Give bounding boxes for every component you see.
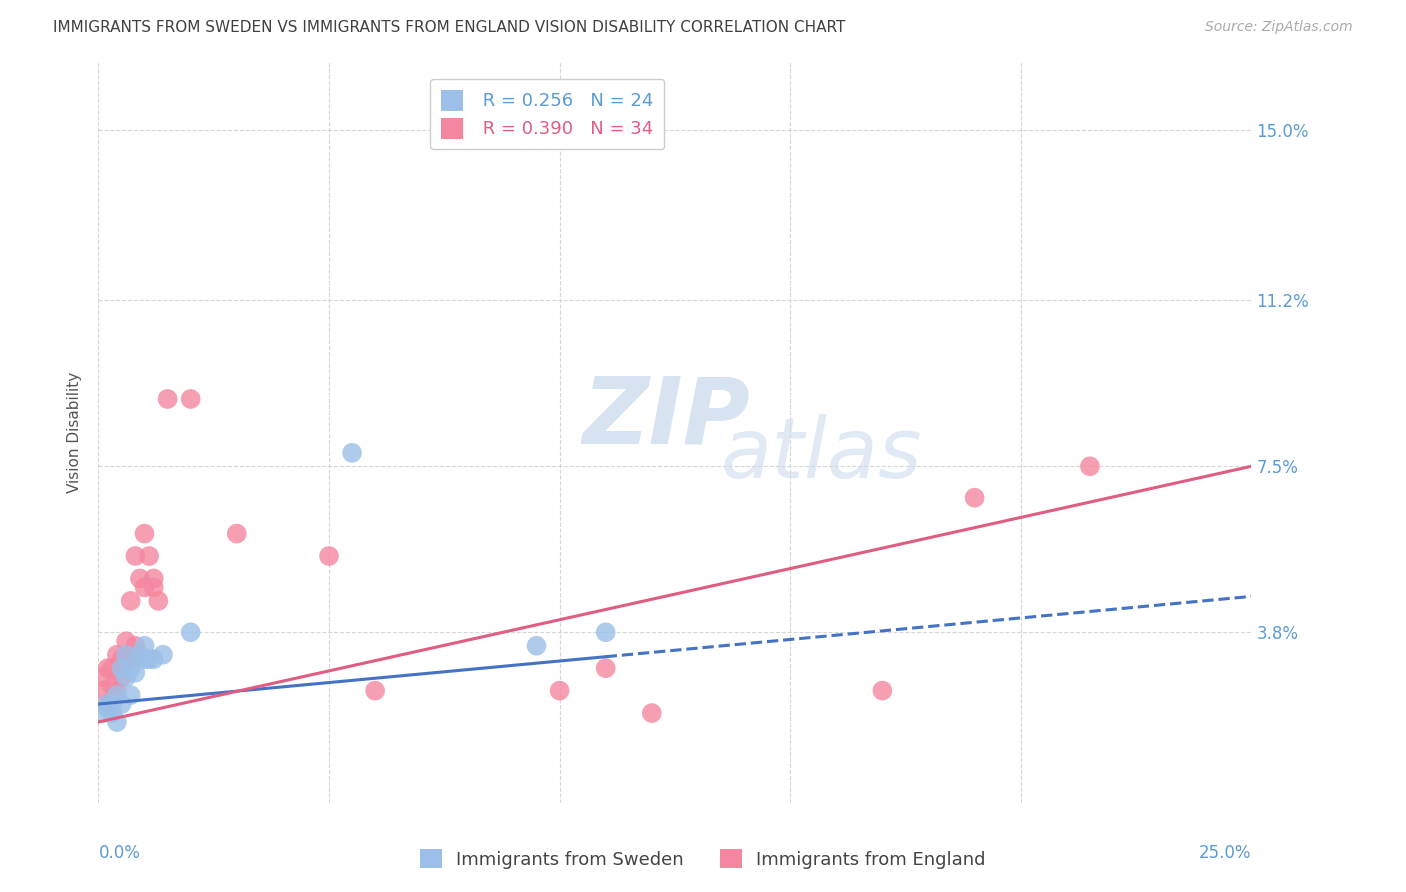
- Point: [124, 665, 146, 680]
- Point: [101, 706, 124, 720]
- Point: [105, 714, 128, 729]
- Point: [115, 648, 138, 662]
- Point: [105, 648, 128, 662]
- Text: IMMIGRANTS FROM SWEDEN VS IMMIGRANTS FROM ENGLAND VISION DISABILITY CORRELATION : IMMIGRANTS FROM SWEDEN VS IMMIGRANTS FRO…: [53, 20, 846, 35]
- Point: [138, 652, 160, 666]
- Point: [134, 526, 156, 541]
- Point: [142, 652, 165, 666]
- Point: [129, 571, 152, 585]
- Point: [340, 446, 363, 460]
- Point: [152, 648, 174, 662]
- Point: [180, 392, 202, 406]
- Point: [180, 625, 202, 640]
- Point: [548, 683, 571, 698]
- Point: [110, 670, 132, 684]
- Point: [91, 706, 114, 720]
- Point: [101, 661, 124, 675]
- Point: [101, 679, 124, 693]
- Point: [225, 526, 247, 541]
- Point: [97, 697, 120, 711]
- Point: [318, 549, 340, 563]
- Point: [110, 652, 132, 666]
- Point: [91, 670, 114, 684]
- Point: [641, 706, 664, 720]
- Point: [872, 683, 894, 698]
- Point: [595, 625, 617, 640]
- Point: [142, 571, 165, 585]
- Point: [115, 634, 138, 648]
- Text: ZIP: ZIP: [582, 373, 751, 463]
- Point: [120, 661, 142, 675]
- Text: Source: ZipAtlas.com: Source: ZipAtlas.com: [1205, 20, 1353, 34]
- Point: [963, 491, 986, 505]
- Legend: Immigrants from Sweden, Immigrants from England: Immigrants from Sweden, Immigrants from …: [413, 842, 993, 876]
- Point: [138, 549, 160, 563]
- Point: [595, 661, 617, 675]
- Point: [91, 683, 114, 698]
- Legend:  R = 0.256   N = 24,  R = 0.390   N = 34: R = 0.256 N = 24, R = 0.390 N = 34: [430, 78, 665, 150]
- Point: [364, 683, 387, 698]
- Point: [148, 594, 170, 608]
- Point: [110, 661, 132, 675]
- Point: [124, 639, 146, 653]
- Point: [115, 670, 138, 684]
- Point: [120, 688, 142, 702]
- Point: [97, 697, 120, 711]
- Point: [526, 639, 548, 653]
- Point: [134, 639, 156, 653]
- Point: [97, 661, 120, 675]
- Point: [105, 688, 128, 702]
- Point: [110, 697, 132, 711]
- Point: [124, 549, 146, 563]
- Point: [115, 652, 138, 666]
- Point: [1078, 459, 1101, 474]
- Text: 0.0%: 0.0%: [98, 844, 141, 862]
- Text: atlas: atlas: [721, 414, 922, 495]
- Point: [129, 648, 152, 662]
- Point: [134, 581, 156, 595]
- Point: [142, 581, 165, 595]
- Y-axis label: Vision Disability: Vision Disability: [67, 372, 83, 493]
- Point: [156, 392, 179, 406]
- Text: 25.0%: 25.0%: [1199, 844, 1251, 862]
- Point: [101, 697, 124, 711]
- Point: [120, 652, 142, 666]
- Point: [97, 701, 120, 715]
- Point: [120, 594, 142, 608]
- Point: [134, 652, 156, 666]
- Point: [105, 683, 128, 698]
